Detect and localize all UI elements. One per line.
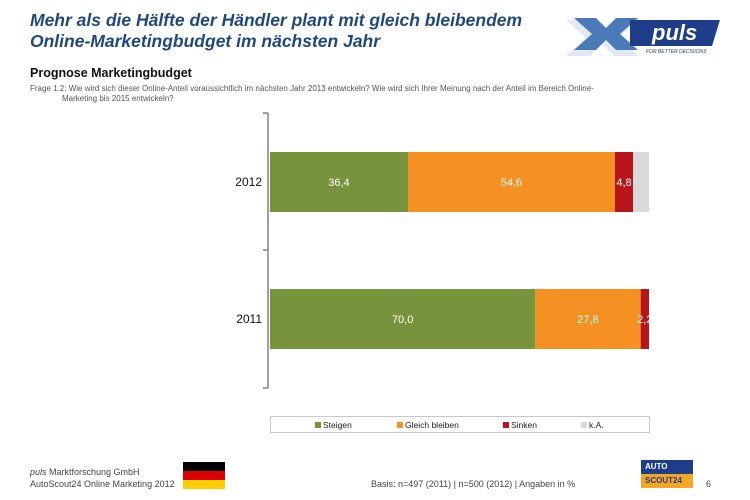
legend-label: Gleich bleiben [405,420,459,430]
legend-item-steigen: Steigen [315,420,352,430]
data-label: 4,8 [616,177,631,189]
autoscout24-logo: AUTO SCOUT24 [641,460,693,488]
footer-basis: Basis: n=497 (2011) | n=500 (2012) | Ang… [371,479,576,489]
bar-segment-k-a [633,152,649,212]
question-line-2: Marketing bis 2015 entwickeln? [62,94,174,103]
legend-label: Sinken [511,420,537,430]
legend-swatch [397,422,403,428]
page-number: 6 [706,479,712,489]
bar-segment-gleich-bleiben [535,289,641,349]
bar-segment-sinken [614,152,634,212]
legend-swatch [503,422,509,428]
question-text: Frage 1.2: Wie wird sich dieser Online-A… [30,84,690,104]
legend-label: k.A. [589,420,604,430]
footer-company-rest: Marktforschung GmbH [46,467,140,477]
legend-item-ka: k.A. [581,420,604,430]
category-label: 2011 [236,312,262,326]
data-label: 70,0 [392,314,413,326]
legend-item-gleich-bleiben: Gleich bleiben [397,420,459,430]
data-label: 27,8 [577,314,598,326]
legend-label: Steigen [323,420,352,430]
as24-logo-top: AUTO [641,460,693,474]
question-line-1: Frage 1.2: Wie wird sich dieser Online-A… [30,84,594,93]
bar-segment-steigen [270,152,408,212]
page-title: Mehr als die Hälfte der Händler plant mi… [30,10,550,52]
chart-subtitle: Prognose Marketingbudget [30,66,192,80]
footer-company: puls Marktforschung GmbH AutoScout24 Onl… [30,466,175,490]
footer-study: AutoScout24 Online Marketing 2012 [30,479,175,489]
germany-flag-icon [183,462,225,489]
bar-segment-gleich-bleiben [407,152,615,212]
bar-segment-steigen [270,289,536,349]
title-line-2: Online-Marketingbudget im nächsten Jahr [30,31,381,51]
legend-item-sinken: Sinken [503,420,537,430]
data-label: 2,2 [637,314,652,326]
data-label: 54,6 [501,177,522,189]
puls-logo: puls FOR BETTER DECISIONS [566,18,720,56]
category-label: 2012 [235,175,262,189]
legend-swatch [581,422,587,428]
legend-swatch [315,422,321,428]
chart-legend: Steigen Gleich bleiben Sinken k.A. [270,416,650,433]
bar-segment-sinken [640,289,649,349]
bar-group: 2012 36,4 54,6 4,8 2011 70,0 27,8 2,2 [235,152,652,349]
data-label: 36,4 [328,177,349,189]
logo-text: puls [651,20,697,45]
logo-tagline: FOR BETTER DECISIONS [646,49,707,55]
title-line-1: Mehr als die Hälfte der Händler plant mi… [30,10,523,30]
footer-company-italic: puls [30,467,47,477]
footer-company-line: puls Marktforschung GmbH [30,466,175,478]
as24-logo-bottom: SCOUT24 [641,474,693,488]
